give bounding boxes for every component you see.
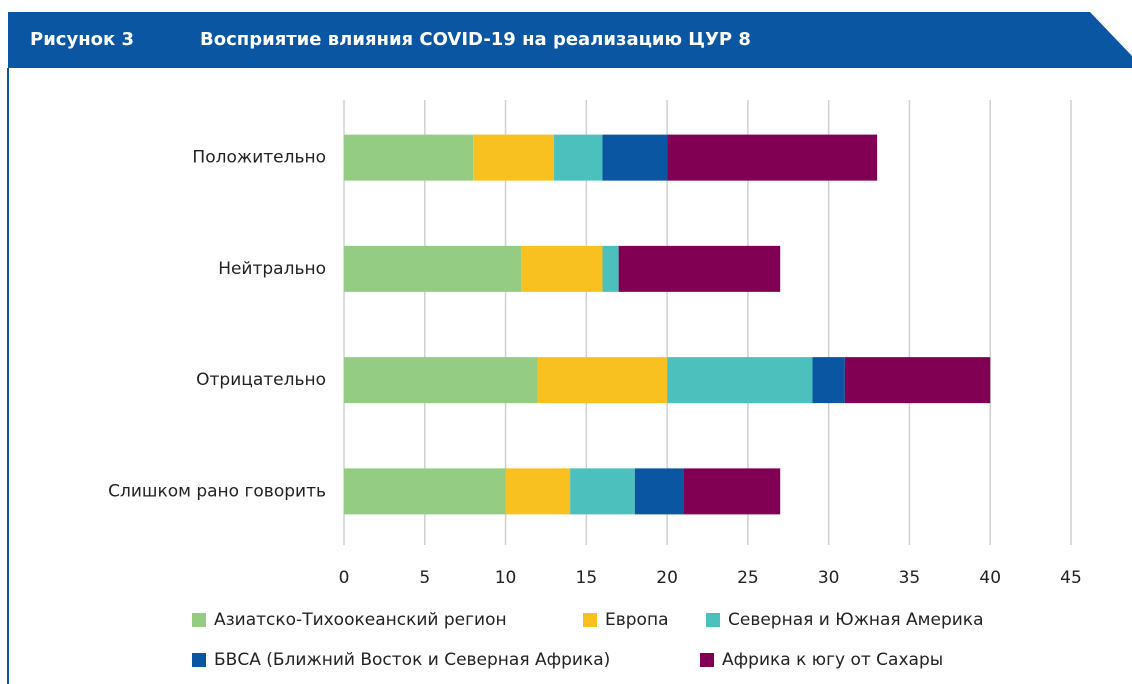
- bar-segment: [554, 134, 603, 181]
- x-tick-label: 40: [979, 568, 1001, 588]
- legend-label: Африка к югу от Сахары: [722, 650, 943, 670]
- legend-swatch: [192, 653, 206, 667]
- bar-segment: [344, 245, 522, 292]
- legend-swatch: [192, 613, 206, 627]
- bar-segment: [812, 357, 845, 404]
- legend-label: Азиатско-Тихоокеанский регион: [214, 610, 507, 630]
- y-tick-label: Отрицательно: [196, 370, 326, 390]
- bar-segment: [618, 245, 781, 292]
- x-tick-label: 10: [495, 568, 517, 588]
- y-tick-label: Нейтрально: [218, 259, 326, 279]
- bar-segment: [570, 468, 635, 515]
- bar-segment: [505, 468, 571, 515]
- bar-segment: [844, 357, 991, 404]
- bar-segment: [537, 357, 668, 404]
- x-tick-label: 15: [576, 568, 598, 588]
- x-tick-label: 0: [339, 568, 350, 588]
- x-tick-label: 5: [419, 568, 430, 588]
- x-tick-label: 25: [737, 568, 759, 588]
- bar-segment: [344, 134, 474, 181]
- x-tick-label: 35: [899, 568, 921, 588]
- legend-swatch: [706, 613, 720, 627]
- x-tick-label: 30: [818, 568, 840, 588]
- bar-segment: [667, 134, 878, 181]
- bar-segment: [667, 357, 813, 404]
- legend-swatch: [700, 653, 714, 667]
- x-tick-label: 45: [1060, 568, 1082, 588]
- bar-segment: [344, 468, 506, 515]
- y-tick-label: Положительно: [192, 148, 326, 168]
- figure-label: Рисунок 3: [30, 29, 134, 50]
- header-bar: [8, 12, 1132, 68]
- legend-swatch: [583, 613, 597, 627]
- legend-label: Северная и Южная Америка: [728, 610, 983, 630]
- bar-segment: [634, 468, 684, 515]
- bar-segment: [344, 357, 538, 404]
- bar-segment: [602, 134, 668, 181]
- y-tick-label: Слишком рано говорить: [108, 481, 326, 501]
- bar-segment: [521, 245, 603, 292]
- x-tick-label: 20: [656, 568, 678, 588]
- legend-label: Европа: [605, 610, 668, 630]
- bar-segment: [683, 468, 781, 515]
- bar-segment: [602, 245, 619, 292]
- legend-label: БВСА (Ближний Восток и Северная Африка): [214, 650, 610, 670]
- chart-title: Восприятие влияния COVID-19 на реализаци…: [200, 29, 751, 50]
- bar-segment: [473, 134, 555, 181]
